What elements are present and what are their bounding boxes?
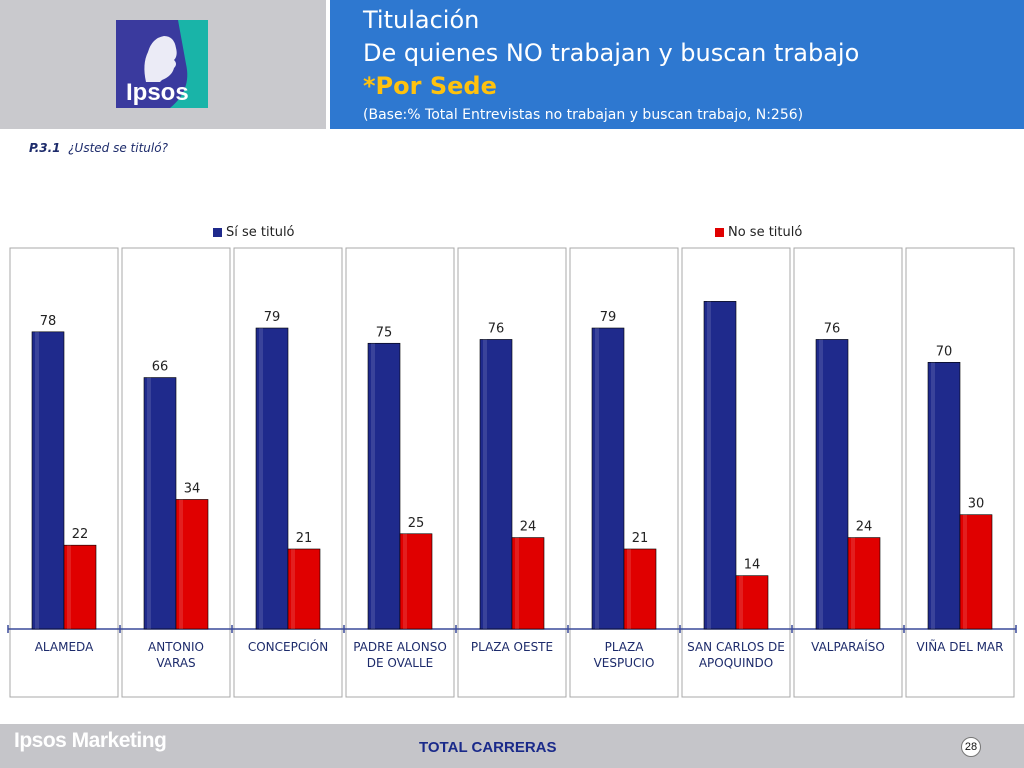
category-label: ANTONIO — [148, 640, 204, 654]
bar-si-se-titulo — [703, 301, 737, 630]
category-label: VIÑA DEL MAR — [917, 639, 1004, 654]
bar-si-se-titulo — [815, 339, 849, 630]
bar-si-se-titulo — [479, 339, 513, 630]
bar-highlight — [931, 362, 935, 629]
data-label-si: 76 — [488, 321, 505, 336]
category-label: VALPARAÍSO — [811, 639, 885, 654]
bar-si-se-titulo — [31, 331, 65, 630]
bar-highlight — [179, 499, 183, 629]
data-label-no: 24 — [520, 520, 537, 535]
bar-highlight — [35, 331, 39, 629]
data-label-si: 76 — [824, 321, 841, 336]
header-title-panel — [330, 0, 1024, 129]
category-label: VESPUCIO — [594, 656, 655, 670]
bar-no-se-titulo — [511, 537, 545, 630]
bar-no-se-titulo — [287, 548, 321, 630]
legend-item-si: Sí se tituló — [213, 225, 295, 240]
bar-no-se-titulo — [399, 533, 433, 630]
bar-highlight — [483, 339, 487, 629]
data-label-no: 21 — [632, 531, 649, 546]
bar-highlight — [851, 537, 855, 629]
bar-highlight — [371, 343, 375, 629]
legend-label-no: No se tituló — [728, 225, 803, 240]
bar-highlight — [739, 575, 743, 629]
bar-no-se-titulo — [175, 499, 209, 630]
data-label-si: 75 — [376, 325, 393, 340]
ipsos-logo-graphic: Ipsos — [116, 20, 208, 108]
category-label: DE OVALLE — [367, 656, 433, 670]
bar-chart: 78 22 ALAMEDA 66 34 ANTONIO VARAS 79 21 CONCEPCIÓ… — [7, 247, 1017, 698]
category-label: SAN CARLOS DE — [687, 640, 785, 654]
bar-si-se-titulo — [591, 327, 625, 630]
bar-highlight — [67, 545, 71, 629]
bar-highlight — [963, 514, 967, 629]
ipsos-logo: Ipsos — [116, 20, 208, 108]
question-label: P.3.1 ¿Usted se tituló? — [29, 141, 168, 155]
data-label-no: 21 — [296, 531, 313, 546]
category-label: PLAZA OESTE — [471, 640, 553, 654]
data-label-no: 30 — [968, 497, 985, 512]
category-label: VARAS — [156, 656, 195, 670]
question-text: ¿Usted se tituló? — [68, 141, 168, 155]
bar-highlight — [819, 339, 823, 629]
category-label: PADRE ALONSO — [353, 640, 447, 654]
data-label-si: 79 — [600, 310, 617, 325]
category-label: ALAMEDA — [35, 640, 94, 654]
header-logo-panel: Ipsos — [0, 0, 326, 129]
data-label-no: 14 — [744, 558, 761, 573]
bar-highlight — [707, 301, 711, 629]
bar-no-se-titulo — [63, 544, 97, 630]
category-label: APOQUINDO — [699, 656, 773, 670]
base-note: (Base:% Total Entrevistas no trabajan y … — [363, 107, 804, 123]
page-title: Titulación — [363, 6, 480, 34]
data-label-si: 66 — [152, 360, 169, 375]
data-label-si: 70 — [936, 344, 953, 359]
bar-highlight — [515, 537, 519, 629]
bar-no-se-titulo — [623, 548, 657, 630]
legend-item-no: No se tituló — [715, 225, 802, 240]
category-label: PLAZA — [605, 640, 645, 654]
bar-highlight — [147, 377, 151, 629]
page-subtitle: De quienes NO trabajan y buscan trabajo — [363, 39, 860, 67]
data-label-si: 78 — [40, 314, 57, 329]
question-code: P.3.1 — [29, 141, 61, 155]
bar-highlight — [403, 533, 407, 629]
data-label-si: 79 — [264, 310, 281, 325]
legend-label-si: Sí se tituló — [226, 225, 295, 240]
legend-swatch-si — [213, 228, 222, 237]
bar-highlight — [627, 548, 631, 629]
bar-no-se-titulo — [735, 575, 769, 630]
legend-swatch-no — [715, 228, 724, 237]
footer-bar: Ipsos Marketing TOTAL CARRERAS 28 — [0, 724, 1024, 768]
bar-si-se-titulo — [255, 327, 289, 630]
bar-highlight — [595, 328, 599, 629]
bar-si-se-titulo — [367, 342, 401, 630]
data-label-no: 25 — [408, 516, 425, 531]
bar-si-se-titulo — [927, 361, 961, 630]
category-label: CONCEPCIÓN — [248, 639, 328, 654]
data-label-no: 34 — [184, 481, 201, 496]
page-segment-label: *Por Sede — [363, 72, 497, 100]
data-label-no: 24 — [856, 520, 873, 535]
bar-no-se-titulo — [847, 537, 881, 630]
bar-highlight — [259, 328, 263, 629]
footer-total-label: TOTAL CARRERAS — [419, 739, 557, 756]
data-label-no: 22 — [72, 527, 89, 542]
bar-no-se-titulo — [959, 514, 993, 630]
logo-wordmark: Ipsos — [126, 79, 189, 106]
bar-highlight — [291, 548, 295, 629]
page-number: 28 — [961, 737, 981, 757]
footer-brand: Ipsos Marketing — [14, 729, 167, 752]
